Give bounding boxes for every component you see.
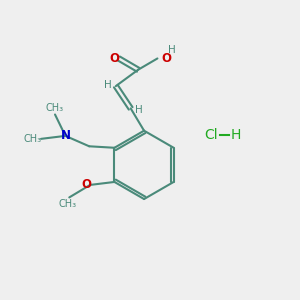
Text: H: H xyxy=(103,80,111,90)
Text: CH₃: CH₃ xyxy=(45,103,64,113)
Text: H: H xyxy=(135,105,143,115)
Text: Cl: Cl xyxy=(204,128,218,142)
Text: CH₃: CH₃ xyxy=(24,134,42,144)
Text: O: O xyxy=(81,178,91,191)
Text: N: N xyxy=(60,129,70,142)
Text: H: H xyxy=(168,45,176,55)
Text: H: H xyxy=(230,128,241,142)
Text: O: O xyxy=(161,52,171,65)
Text: O: O xyxy=(110,52,120,65)
Text: CH₃: CH₃ xyxy=(59,199,77,209)
